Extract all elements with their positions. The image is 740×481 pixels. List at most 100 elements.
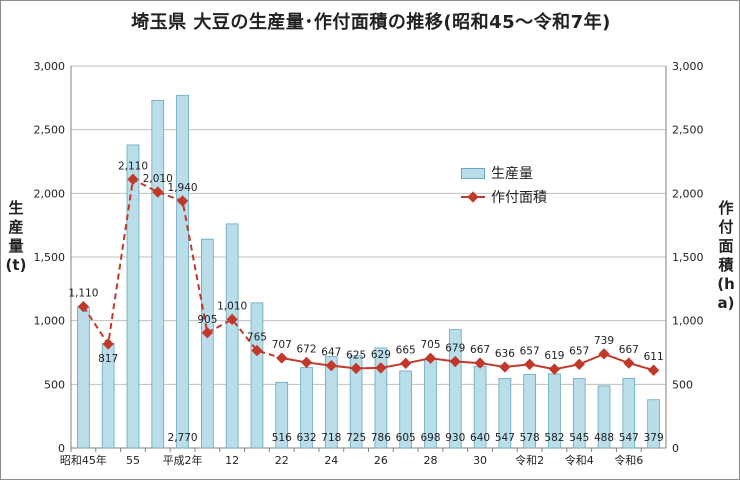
bar <box>572 378 586 449</box>
line-point <box>598 348 610 360</box>
bar <box>647 399 660 449</box>
line-point <box>300 356 313 369</box>
axes <box>70 66 667 452</box>
x-tick-label: 28 <box>423 454 437 467</box>
bar-data-label: 547 <box>619 432 639 444</box>
x-tick-label: 26 <box>374 454 388 467</box>
line-data-label: 1,010 <box>217 300 247 312</box>
bar <box>399 370 413 449</box>
y-tick-label-right: 1,500 <box>672 251 704 264</box>
gridlines <box>71 65 666 385</box>
line-point <box>325 359 337 372</box>
y-tick-label-left: 2,500 <box>34 124 66 137</box>
line-point <box>449 355 461 368</box>
bar <box>176 94 189 449</box>
bar <box>448 329 462 449</box>
bar-data-label: 718 <box>321 432 341 444</box>
bar <box>77 306 90 449</box>
left-axis-label: 生産量(t) <box>5 199 27 274</box>
bar-data-label: 930 <box>445 432 465 444</box>
bar <box>225 223 239 449</box>
legend-label-area: 作付面積 <box>491 190 547 206</box>
line-data-label: 647 <box>321 347 341 359</box>
y-tick-label-left: 1,500 <box>34 251 66 264</box>
line-data-label: 707 <box>272 339 292 351</box>
line-point <box>350 362 362 375</box>
line-data-label: 636 <box>495 348 515 360</box>
bar-data-label: 516 <box>272 432 292 444</box>
bar-data-label: 2,770 <box>168 432 198 444</box>
y-tick-label-right: 3,000 <box>672 60 704 73</box>
line-data-label: 739 <box>594 335 614 347</box>
x-tick-label: 昭和45年 <box>60 453 107 467</box>
bar <box>151 99 165 449</box>
bar-series <box>77 94 660 449</box>
line-point <box>251 344 263 357</box>
bar <box>622 377 636 449</box>
line-point <box>226 313 238 326</box>
bar <box>349 355 363 449</box>
chart-title: 埼玉県 大豆の生産量･作付面積の推移(昭和45～令和7年) <box>131 12 611 33</box>
legend-line-swatch <box>461 191 485 203</box>
y-tick-label-right: 2,000 <box>672 187 704 200</box>
bar <box>374 347 388 449</box>
line-point <box>400 357 412 369</box>
bar <box>523 374 536 449</box>
line-data-label: 611 <box>644 351 664 363</box>
y-tick-label-left: 2,000 <box>34 187 66 200</box>
legend: 生産量 作付面積 <box>461 161 547 209</box>
bar-data-label: 379 <box>644 432 664 444</box>
x-tick-label: 24 <box>324 454 338 467</box>
line-data-label: 679 <box>445 343 465 355</box>
bar-data-label: 640 <box>470 432 490 444</box>
line-point <box>276 352 288 364</box>
line-data-label: 705 <box>420 339 440 351</box>
bar <box>126 144 140 449</box>
line-point <box>176 195 189 207</box>
line-point <box>548 363 561 375</box>
line-data-label: 2,110 <box>118 160 148 172</box>
line-point <box>127 173 139 185</box>
line-point <box>647 364 660 376</box>
x-tick-label: 55 <box>126 454 140 467</box>
x-tick-label: 12 <box>225 454 239 467</box>
line-point <box>152 186 164 198</box>
line-point <box>474 357 486 369</box>
legend-label-production: 生産量 <box>491 166 533 182</box>
line-data-label: 657 <box>520 345 540 357</box>
bar-data-label: 578 <box>520 432 540 444</box>
y-tick-labels: 0 0 500 500 1,000 1,000 1,500 1,500 2,000 2,000 2,… <box>34 60 704 455</box>
x-tick-label: 令和6 <box>614 453 643 467</box>
line-data-label: 672 <box>296 343 316 355</box>
bar-data-label: 698 <box>420 432 440 444</box>
line-data-label: 905 <box>197 314 217 326</box>
x-tick-labels: 昭和45年 55 平成2年 12 22 24 26 28 30 令和2 令和4 令和6 <box>60 453 643 467</box>
bar <box>250 302 264 449</box>
line-data-label: 1,110 <box>68 288 98 300</box>
line-data-label: 667 <box>619 344 639 356</box>
line-data-label: 1,940 <box>168 182 198 194</box>
line-point <box>523 358 536 370</box>
x-tick-label: 令和4 <box>565 453 594 467</box>
x-tick-label: 平成2年 <box>163 453 203 467</box>
line-data-label: 625 <box>346 349 366 361</box>
bar-data-label: 632 <box>296 432 316 444</box>
y-tick-label-left: 3,000 <box>34 60 66 73</box>
line-data-label: 667 <box>470 344 490 356</box>
y-tick-label-right: 500 <box>672 378 693 391</box>
right-axis-label: 作付面積(ha) <box>717 199 735 312</box>
y-tick-label-left: 0 <box>58 442 65 455</box>
line-point <box>424 352 437 364</box>
line-data-label: 629 <box>371 349 391 361</box>
y-tick-label-right: 0 <box>672 442 679 455</box>
legend-item-area: 作付面積 <box>461 185 547 209</box>
x-tick-label: 30 <box>473 454 487 467</box>
bar-data-label: 725 <box>346 432 366 444</box>
line-point <box>499 361 511 373</box>
y-tick-label-left: 500 <box>44 378 65 391</box>
line-data-label: 665 <box>396 344 416 356</box>
series-line-solid <box>281 352 654 372</box>
